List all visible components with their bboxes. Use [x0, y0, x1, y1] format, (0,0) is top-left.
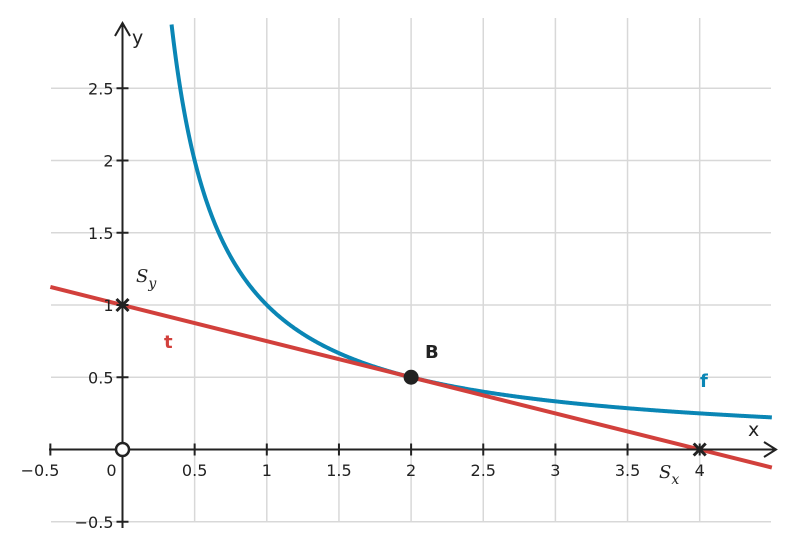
x-tick-label: 0.5: [182, 461, 207, 480]
grid: [51, 18, 771, 523]
y-tick-label: −0.5: [75, 513, 114, 532]
label-B: B: [425, 342, 439, 363]
y-tick-label: 2: [103, 152, 113, 171]
label-Sx: Sx: [659, 462, 679, 488]
point-Sx: [692, 442, 707, 457]
label-Sy: Sy: [136, 266, 157, 292]
axes: [49, 20, 778, 528]
x-tick-label: 4: [695, 461, 705, 480]
x-tick-label: 1.5: [326, 461, 351, 480]
x-tick-label: 1: [262, 461, 272, 480]
ticks: x y −0.5 0 0.5 1 1.5 2 2.5 3 3.5 4 −0.5 0.5 1 1.5 2 2.5: [21, 27, 760, 532]
x-tick-label: 3: [550, 461, 560, 480]
label-t: t: [164, 332, 173, 353]
series-f-line: [169, 24, 772, 420]
x-tick-label: 3.5: [615, 461, 640, 480]
x-tick-label: 2.5: [471, 461, 496, 480]
y-axis-arrow: [114, 20, 131, 37]
x-tick-label: −0.5: [21, 461, 60, 480]
y-tick-label: 0.5: [88, 368, 113, 387]
x-axis-label: x: [748, 419, 759, 441]
point-Sy: [115, 297, 130, 313]
y-tick-label: 1.5: [88, 224, 113, 243]
point-B: [403, 369, 419, 385]
y-axis-label: y: [132, 27, 143, 49]
x-axis-arrow: [763, 441, 778, 458]
y-tick-label: 2.5: [88, 79, 113, 98]
x-tick-label: 0: [106, 461, 116, 480]
x-tick-label: 2: [406, 461, 416, 480]
label-f: f: [700, 371, 708, 392]
points: [114, 297, 707, 458]
point-origin: [114, 441, 131, 458]
y-tick-label: 1: [103, 296, 113, 315]
